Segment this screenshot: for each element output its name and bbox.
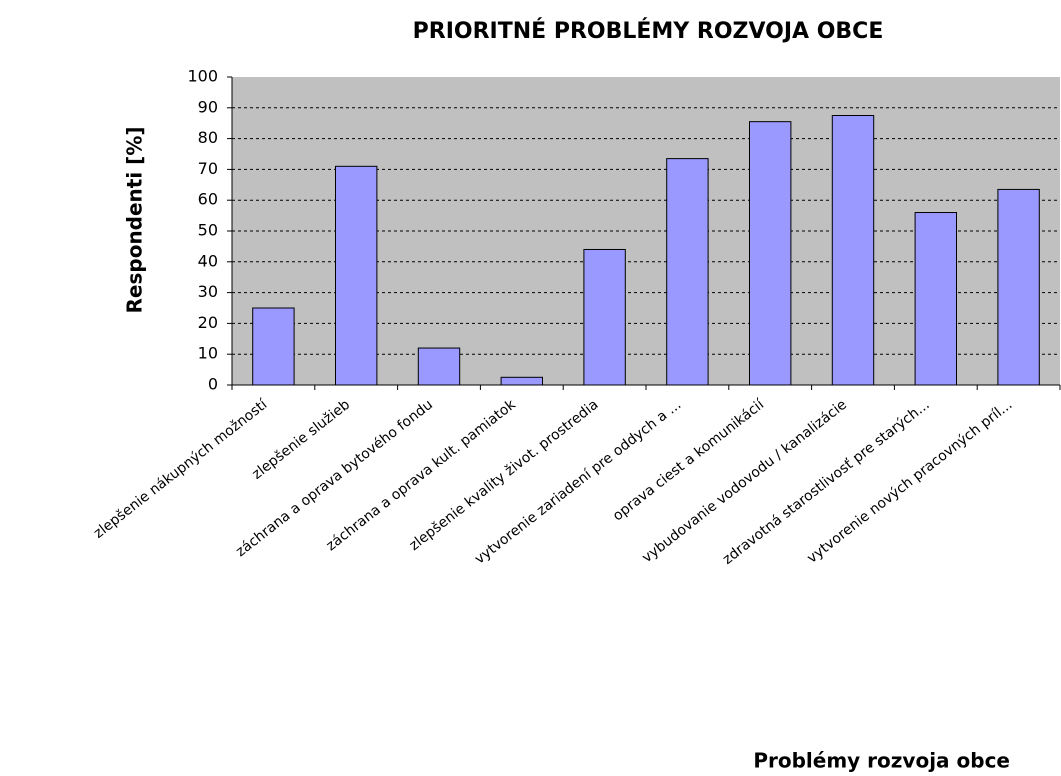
y-tick-label: 80	[198, 128, 218, 147]
y-tick-label: 0	[208, 375, 218, 394]
bar	[831, 115, 875, 386]
y-tick-label: 10	[198, 344, 218, 363]
y-tick-label: 30	[198, 282, 218, 301]
y-tick-label: 70	[198, 159, 218, 178]
y-axis-label: Respondenti [%]	[123, 127, 147, 314]
y-tick-label: 60	[198, 190, 218, 209]
x-tick-label: zlepšenie nákupných možností	[91, 396, 271, 542]
bar	[997, 188, 1040, 386]
bar	[417, 347, 461, 386]
x-tick-label: oprava ciest a komunikácií	[610, 396, 768, 524]
bar	[666, 158, 709, 386]
y-tick-label: 40	[198, 251, 218, 270]
y-tick-label: 100	[187, 67, 218, 86]
chart-title: PRIORITNÉ PROBLÉMY ROZVOJA OBCE	[413, 18, 884, 44]
bar	[335, 165, 378, 386]
bar	[500, 376, 544, 386]
y-tick-label: 20	[198, 313, 218, 332]
y-tick-label: 90	[198, 97, 218, 116]
bar	[583, 248, 626, 386]
bar	[749, 121, 792, 386]
bar	[914, 212, 957, 386]
bar	[252, 307, 295, 386]
y-tick-label: 50	[198, 221, 218, 240]
x-axis-label: Problémy rozvoja obce	[753, 749, 1010, 773]
